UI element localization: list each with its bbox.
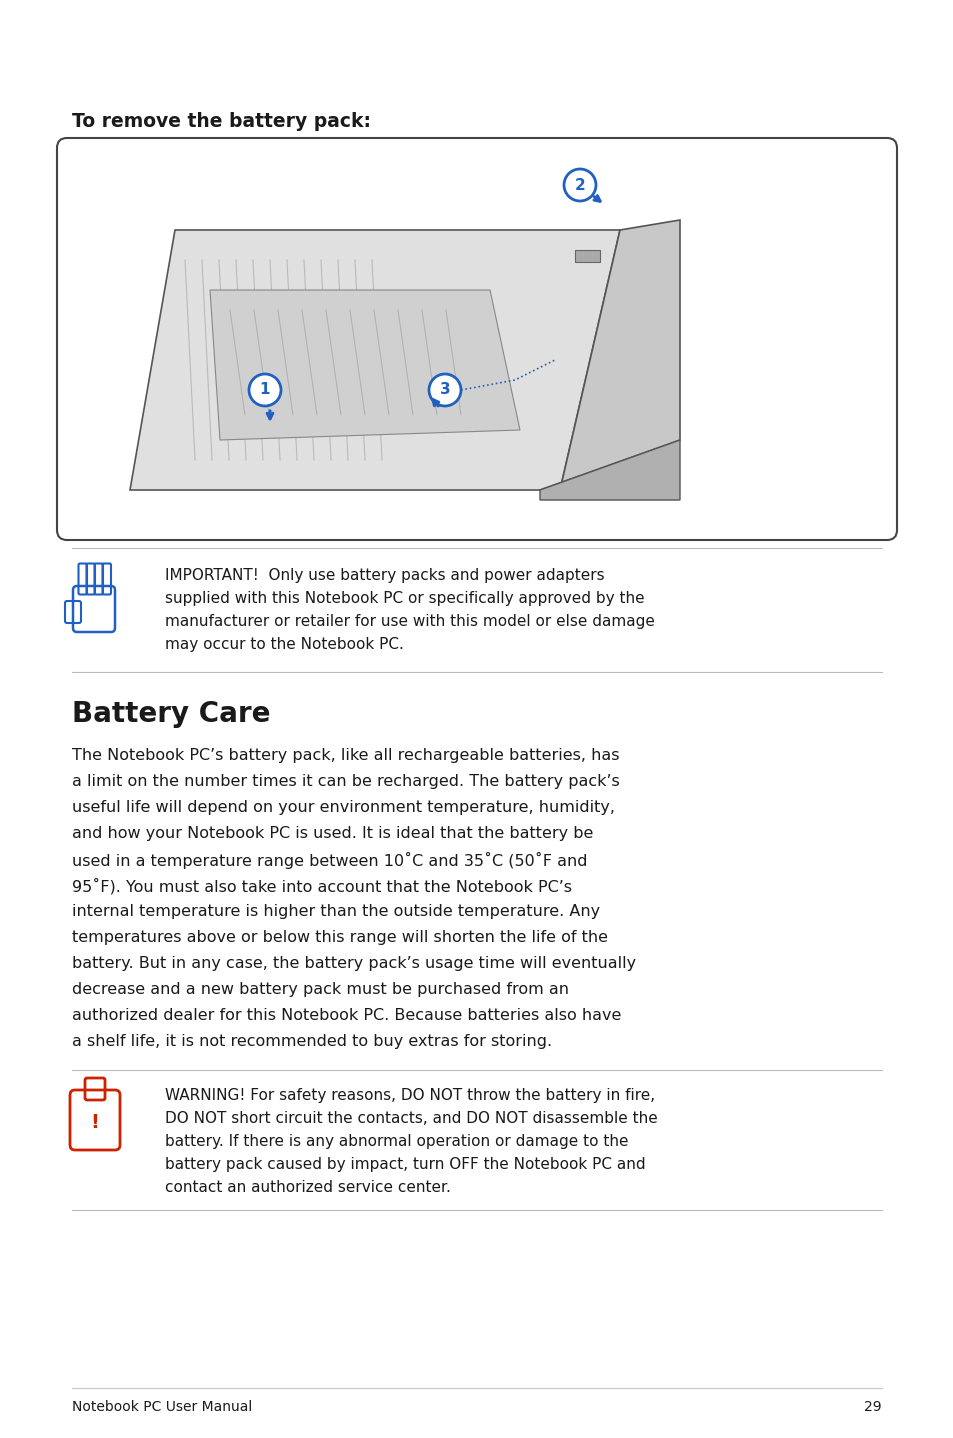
Circle shape (563, 170, 596, 201)
Text: IMPORTANT!  Only use battery packs and power adapters: IMPORTANT! Only use battery packs and po… (165, 568, 604, 582)
Text: 1: 1 (259, 383, 270, 397)
Text: Notebook PC User Manual: Notebook PC User Manual (71, 1401, 252, 1414)
Text: contact an authorized service center.: contact an authorized service center. (165, 1181, 451, 1195)
Text: a limit on the number times it can be recharged. The battery pack’s: a limit on the number times it can be re… (71, 774, 619, 789)
Text: used in a temperature range between 10˚C and 35˚C (50˚F and: used in a temperature range between 10˚C… (71, 851, 587, 869)
Text: supplied with this Notebook PC or specifically approved by the: supplied with this Notebook PC or specif… (165, 591, 644, 605)
Text: temperatures above or below this range will shorten the life of the: temperatures above or below this range w… (71, 930, 607, 945)
Text: and how your Notebook PC is used. It is ideal that the battery be: and how your Notebook PC is used. It is … (71, 825, 593, 841)
Text: WARNING! For safety reasons, DO NOT throw the battery in fire,: WARNING! For safety reasons, DO NOT thro… (165, 1089, 655, 1103)
Text: DO NOT short circuit the contacts, and DO NOT disassemble the: DO NOT short circuit the contacts, and D… (165, 1112, 657, 1126)
Text: Battery Care: Battery Care (71, 700, 271, 728)
Text: a shelf life, it is not recommended to buy extras for storing.: a shelf life, it is not recommended to b… (71, 1034, 552, 1048)
Text: 29: 29 (863, 1401, 882, 1414)
Circle shape (429, 374, 460, 406)
Bar (575, 250, 599, 262)
Text: manufacturer or retailer for use with this model or else damage: manufacturer or retailer for use with th… (165, 614, 654, 628)
Text: decrease and a new battery pack must be purchased from an: decrease and a new battery pack must be … (71, 982, 568, 997)
Text: may occur to the Notebook PC.: may occur to the Notebook PC. (165, 637, 403, 651)
Text: 95˚F). You must also take into account that the Notebook PC’s: 95˚F). You must also take into account t… (71, 879, 572, 894)
Text: 3: 3 (439, 383, 450, 397)
Text: authorized dealer for this Notebook PC. Because batteries also have: authorized dealer for this Notebook PC. … (71, 1008, 620, 1022)
Polygon shape (539, 440, 679, 500)
Text: battery pack caused by impact, turn OFF the Notebook PC and: battery pack caused by impact, turn OFF … (165, 1158, 645, 1172)
Polygon shape (130, 230, 619, 490)
Text: battery. If there is any abnormal operation or damage to the: battery. If there is any abnormal operat… (165, 1135, 628, 1149)
Text: The Notebook PC’s battery pack, like all rechargeable batteries, has: The Notebook PC’s battery pack, like all… (71, 748, 618, 764)
Polygon shape (539, 220, 679, 490)
Text: !: ! (91, 1113, 99, 1133)
Polygon shape (210, 290, 519, 440)
Text: internal temperature is higher than the outside temperature. Any: internal temperature is higher than the … (71, 905, 599, 919)
Text: useful life will depend on your environment temperature, humidity,: useful life will depend on your environm… (71, 800, 615, 815)
FancyBboxPatch shape (57, 138, 896, 541)
Text: To remove the battery pack:: To remove the battery pack: (71, 112, 371, 131)
Circle shape (249, 374, 281, 406)
Text: battery. But in any case, the battery pack’s usage time will eventually: battery. But in any case, the battery pa… (71, 956, 636, 971)
Text: 2: 2 (574, 177, 585, 193)
